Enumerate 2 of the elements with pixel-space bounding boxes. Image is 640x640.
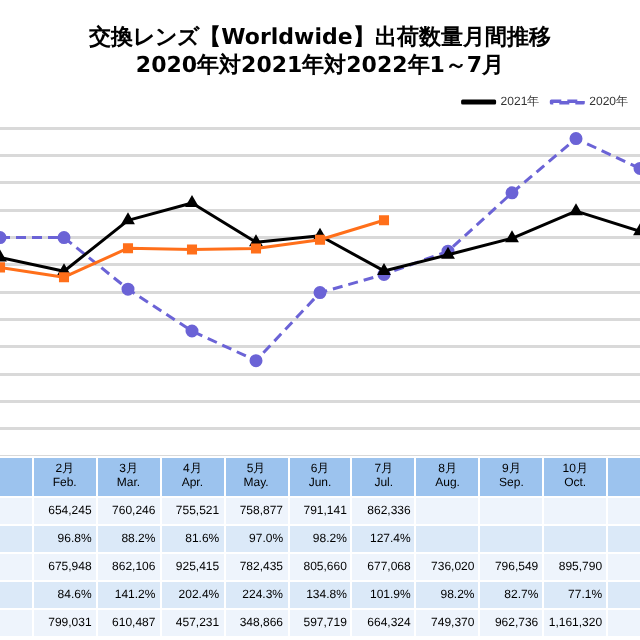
chart-title: 交換レンズ【Worldwide】出荷数量月間推移 bbox=[89, 24, 551, 50]
chart-subtitle: 2020年対2021年対2022年1～7月 bbox=[133, 52, 507, 80]
